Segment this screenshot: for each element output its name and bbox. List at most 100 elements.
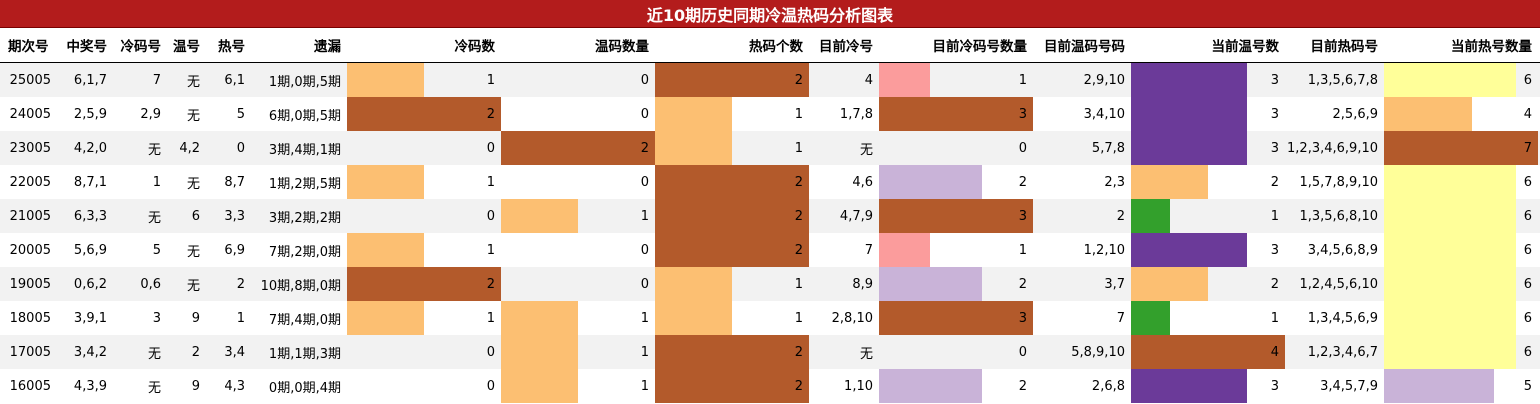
- winning-number-cell: 4,2,0: [73, 140, 107, 156]
- current-warm-cell: 2: [1116, 208, 1125, 224]
- cold-count-bar: [347, 301, 424, 335]
- winning-number-cell: 5,6,9: [73, 242, 107, 258]
- winning-number-cell: 4,3,9: [73, 378, 107, 394]
- cold-count-cell: 0: [486, 378, 495, 394]
- table-row: 22005 8,7,1 1 无 8,7 1期,2期,5期 1 0 2 4,6 2 2,3 2 1,5,7,…: [0, 165, 1540, 199]
- winning-number-cell: 0,6,2: [73, 276, 107, 292]
- table-row: 24005 2,5,9 2,9 无 5 6期,0期,5期 2 0 1 1,7,8 3 3,4,10 3 2…: [0, 97, 1540, 131]
- period-cell: 16005: [9, 378, 51, 394]
- hot-count-bar: [655, 199, 809, 233]
- warm-count-bar: [501, 301, 578, 335]
- current-hot-count-cell: 6: [1523, 276, 1532, 292]
- header-current-cold: 目前冷号: [819, 39, 873, 55]
- cold-count-cell: 0: [486, 140, 495, 156]
- current-hot-cell: 1,5,7,8,9,10: [1299, 174, 1378, 190]
- missing-cell: 6期,0期,5期: [268, 108, 341, 124]
- current-hot-count-cell: 5: [1523, 378, 1532, 394]
- period-cell: 17005: [9, 344, 51, 360]
- current-warm-count-bar: [1131, 233, 1247, 267]
- current-warm-cell: 3,4,10: [1083, 106, 1125, 122]
- cold-count-bar: [347, 63, 424, 97]
- current-hot-count-bar: [1384, 199, 1516, 233]
- warm-number-cell: 4,2: [179, 140, 200, 156]
- header-winning-number: 中奖号: [66, 39, 108, 55]
- hot-count-bar: [655, 97, 732, 131]
- warm-number-cell: 无: [186, 278, 200, 294]
- table-row: 23005 4,2,0 无 4,2 0 3期,4期,1期 0 2 1 无 0 5,7,8 3 1,2,3,…: [0, 131, 1540, 165]
- winning-number-cell: 6,3,3: [73, 208, 107, 224]
- missing-cell: 1期,2期,5期: [268, 176, 341, 192]
- table-row: 21005 6,3,3 无 6 3,3 3期,2期,2期 0 1 2 4,7,9 3 2 1 1,3,5,…: [0, 199, 1540, 233]
- current-warm-count-bar: [1131, 199, 1170, 233]
- current-warm-count-cell: 3: [1270, 140, 1279, 156]
- cold-number-cell: 2,9: [140, 106, 161, 122]
- current-warm-count-cell: 1: [1270, 208, 1279, 224]
- table-row: 25005 6,1,7 7 无 6,1 1期,0期,5期 1 0 2 4 1 2,9,10 3 1,3,5…: [0, 63, 1540, 97]
- cold-count-cell: 1: [486, 174, 495, 190]
- hot-count-bar: [655, 369, 809, 403]
- current-cold-count-bar: [879, 233, 930, 267]
- current-warm-count-cell: 2: [1270, 174, 1279, 190]
- hot-count-cell: 2: [794, 378, 803, 394]
- current-cold-count-cell: 3: [1018, 106, 1027, 122]
- warm-count-cell: 1: [640, 344, 649, 360]
- hot-count-bar: [655, 233, 809, 267]
- current-hot-count-cell: 6: [1523, 344, 1532, 360]
- current-warm-count-cell: 3: [1270, 378, 1279, 394]
- hot-count-bar: [655, 335, 809, 369]
- header-current-hot: 目前热码号: [1310, 39, 1379, 55]
- current-warm-count-cell: 3: [1270, 72, 1279, 88]
- warm-number-cell: 无: [186, 108, 200, 124]
- cold-number-cell: 0,6: [140, 276, 161, 292]
- cold-number-cell: 3: [152, 310, 161, 326]
- current-hot-count-cell: 6: [1523, 174, 1532, 190]
- hot-count-cell: 2: [794, 72, 803, 88]
- warm-count-cell: 1: [640, 208, 649, 224]
- current-hot-count-bar: [1384, 369, 1494, 403]
- current-warm-count-bar: [1131, 131, 1247, 165]
- current-hot-count-cell: 6: [1523, 208, 1532, 224]
- current-warm-count-bar: [1131, 335, 1285, 369]
- current-cold-count-bar: [879, 267, 982, 301]
- current-warm-count-bar: [1131, 63, 1247, 97]
- cold-count-cell: 1: [486, 310, 495, 326]
- current-hot-cell: 1,3,4,5,6,9: [1307, 310, 1378, 326]
- warm-count-cell: 0: [640, 242, 649, 258]
- missing-cell: 7期,4期,0期: [268, 312, 341, 328]
- current-hot-count-bar: [1384, 233, 1516, 267]
- current-hot-count-cell: 6: [1523, 72, 1532, 88]
- warm-count-cell: 1: [640, 378, 649, 394]
- hot-number-cell: 6,1: [224, 72, 245, 88]
- warm-number-cell: 6: [191, 208, 200, 224]
- cold-number-cell: 无: [147, 346, 161, 362]
- current-warm-count-cell: 3: [1270, 106, 1279, 122]
- header-current-cold-count: 目前冷码号数量: [932, 39, 1028, 55]
- hot-count-cell: 1: [794, 276, 803, 292]
- warm-count-cell: 0: [640, 174, 649, 190]
- hot-number-cell: 2: [236, 276, 245, 292]
- hot-count-bar: [655, 267, 732, 301]
- current-hot-cell: 1,2,4,5,6,10: [1299, 276, 1378, 292]
- header-hot-number: 热号: [218, 39, 245, 55]
- current-cold-cell: 4,6: [852, 174, 873, 190]
- period-cell: 22005: [9, 174, 51, 190]
- current-warm-count-bar: [1131, 369, 1247, 403]
- table-row: 20005 5,6,9 5 无 6,9 7期,2期,0期 1 0 2 7 1 1,2,10 3 3,4,5…: [0, 233, 1540, 267]
- period-cell: 24005: [9, 106, 51, 122]
- winning-number-cell: 8,7,1: [73, 174, 107, 190]
- current-warm-count-bar: [1131, 301, 1170, 335]
- hot-number-cell: 3,3: [224, 208, 245, 224]
- table-row: 16005 4,3,9 无 9 4,3 0期,0期,4期 0 1 2 1,10 2 2,6,8 3 3,4…: [0, 369, 1540, 403]
- period-cell: 18005: [9, 310, 51, 326]
- cold-count-cell: 0: [486, 208, 495, 224]
- hot-count-cell: 1: [794, 310, 803, 326]
- missing-cell: 1期,0期,5期: [268, 74, 341, 90]
- cold-count-cell: 2: [486, 276, 495, 292]
- warm-count-cell: 0: [640, 276, 649, 292]
- current-warm-cell: 1,2,10: [1083, 242, 1125, 258]
- header-current-warm-count: 当前温号数: [1211, 39, 1280, 55]
- current-hot-count-bar: [1384, 267, 1516, 301]
- current-warm-cell: 2,3: [1104, 174, 1125, 190]
- current-cold-cell: 4: [864, 72, 873, 88]
- hot-count-bar: [655, 63, 809, 97]
